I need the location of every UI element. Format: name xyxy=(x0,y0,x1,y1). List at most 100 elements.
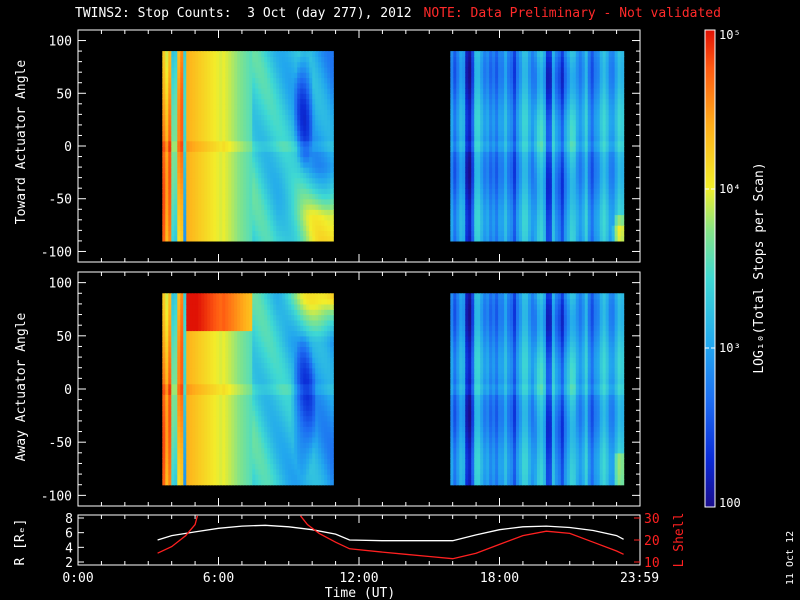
heat-cell xyxy=(468,66,472,73)
heat-cell xyxy=(519,167,523,173)
heat-cell xyxy=(530,135,535,142)
heat-cell xyxy=(162,209,166,216)
heat-cell xyxy=(566,225,571,231)
heat-cell xyxy=(545,219,550,226)
heat-cell xyxy=(330,177,334,184)
heat-cell xyxy=(189,325,193,332)
heat-cell xyxy=(291,151,295,158)
heat-cell xyxy=(542,193,547,200)
heat-cell xyxy=(581,235,586,242)
heat-cell xyxy=(210,420,214,427)
heat-cell xyxy=(237,140,241,147)
heat-cell xyxy=(450,161,454,168)
heat-cell xyxy=(210,341,214,348)
heat-cell xyxy=(222,298,226,305)
heat-cell xyxy=(201,225,205,231)
heat-cell xyxy=(192,88,196,94)
heat-cell xyxy=(318,135,322,142)
heat-cell xyxy=(204,314,208,321)
heat-cell xyxy=(216,66,220,73)
heat-cell xyxy=(171,188,175,195)
heat-cell xyxy=(599,114,604,121)
heat-cell xyxy=(501,156,505,163)
heat-cell xyxy=(267,88,271,94)
heat-cell xyxy=(192,373,196,379)
heat-cell xyxy=(536,230,541,237)
heat-cell xyxy=(294,124,298,131)
heat-cell xyxy=(165,119,169,126)
heat-cell xyxy=(210,404,214,411)
heat-cell xyxy=(309,188,313,195)
heat-cell xyxy=(554,225,559,231)
heat-cell xyxy=(483,130,487,137)
heat-cell xyxy=(219,146,223,152)
heat-cell xyxy=(276,135,280,142)
heat-cell xyxy=(228,399,232,406)
heat-cell xyxy=(231,458,235,465)
heat-cell xyxy=(303,235,307,242)
heat-cell xyxy=(171,72,175,79)
heat-cell xyxy=(177,410,181,417)
heat-cell xyxy=(243,204,247,210)
heat-cell xyxy=(477,130,481,137)
heat-cell xyxy=(204,209,208,216)
heat-cell xyxy=(456,167,460,173)
heat-cell xyxy=(234,151,238,158)
heat-cell xyxy=(513,98,517,105)
heat-cell xyxy=(611,114,616,121)
heat-cell xyxy=(492,167,496,173)
heat-cell xyxy=(495,230,499,237)
heat-cell xyxy=(213,426,217,433)
heat-cell xyxy=(180,77,184,84)
heat-cell xyxy=(492,98,496,105)
heat-cell xyxy=(575,172,580,179)
heat-cell xyxy=(195,140,199,147)
heat-cell xyxy=(453,146,457,152)
heat-cell xyxy=(581,188,586,195)
heat-cell xyxy=(516,119,520,126)
heat-cell xyxy=(557,93,562,100)
heat-cell xyxy=(306,88,310,94)
heat-cell xyxy=(246,114,250,121)
heat-cell xyxy=(608,219,613,226)
heat-cell xyxy=(528,219,532,226)
heat-cell xyxy=(195,309,199,316)
heat-cell xyxy=(614,109,619,115)
heat-cell xyxy=(611,209,616,216)
heat-cell xyxy=(462,114,466,121)
heat-cell xyxy=(180,404,184,411)
heat-cell xyxy=(584,119,589,126)
heat-cell xyxy=(210,230,214,237)
heat-cell xyxy=(246,93,250,100)
heat-cell xyxy=(267,161,271,168)
heat-cell xyxy=(183,230,187,237)
heat-cell xyxy=(608,103,613,110)
heat-cell xyxy=(608,225,613,231)
heat-cell xyxy=(318,146,322,152)
heat-cell xyxy=(522,82,526,89)
heat-cell xyxy=(168,346,172,353)
heat-cell xyxy=(177,124,181,131)
heat-cell xyxy=(486,119,490,126)
heat-cell xyxy=(557,51,562,57)
heat-cell xyxy=(249,209,253,216)
heat-cell xyxy=(210,209,214,216)
heat-cell xyxy=(498,93,502,100)
heat-cell xyxy=(303,230,307,237)
heat-cell xyxy=(324,177,328,184)
heat-cell xyxy=(587,204,592,210)
heat-cell xyxy=(207,193,211,200)
heat-cell xyxy=(569,172,574,179)
heat-cell xyxy=(168,426,172,433)
heat-cell xyxy=(587,66,592,73)
heat-cell xyxy=(324,193,328,200)
heat-cell xyxy=(578,82,583,89)
heat-cell xyxy=(201,415,205,422)
heat-cell xyxy=(321,140,325,147)
heat-cell xyxy=(213,72,217,79)
heat-cell xyxy=(258,156,262,163)
heat-cell xyxy=(189,167,193,173)
heat-cell xyxy=(168,410,172,417)
heat-cell xyxy=(483,135,487,142)
heat-cell xyxy=(516,188,520,195)
